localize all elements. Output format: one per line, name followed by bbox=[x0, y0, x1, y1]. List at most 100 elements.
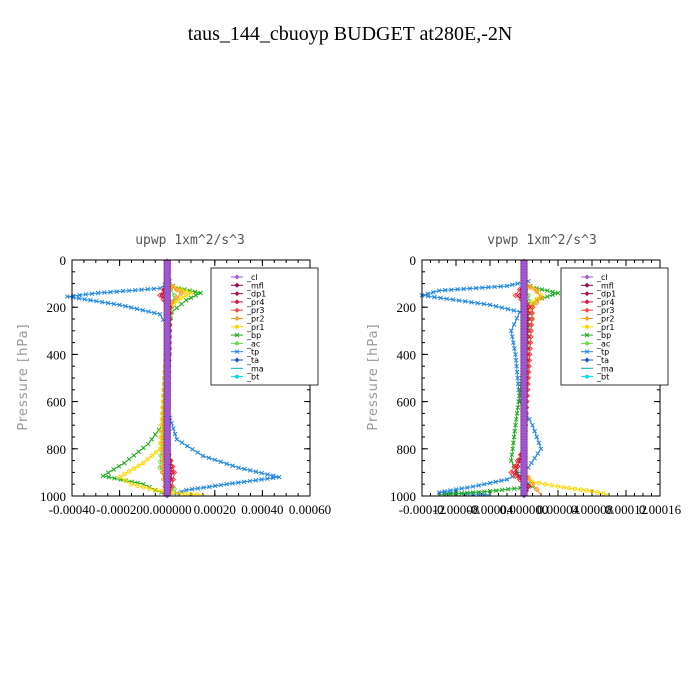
vpwp-point-pr1 bbox=[536, 480, 542, 486]
figure-title: taus_144_cbuoyp BUDGET at280E,-2N bbox=[188, 23, 513, 45]
vpwp-legend-label: _bp bbox=[596, 331, 611, 340]
upwp-point-tp bbox=[82, 296, 88, 302]
vpwp-point-pr1 bbox=[567, 485, 572, 491]
vpwp-point-bp bbox=[515, 405, 521, 410]
upwp-point-tp bbox=[259, 477, 264, 482]
vpwp-point-tp bbox=[425, 293, 431, 299]
upwp-point-tp bbox=[76, 296, 82, 301]
upwp-point-bp bbox=[122, 460, 127, 466]
upwp-legend: _cl_mfl_dp1_pr4_pr3_pr2_pr1_bp_ac_tp_ta_… bbox=[210, 267, 319, 386]
vpwp-legend-marker bbox=[584, 274, 590, 280]
vpwp-point-tp bbox=[499, 305, 505, 311]
vpwp-point-bp bbox=[447, 491, 453, 497]
vpwp-point-tp bbox=[514, 315, 520, 321]
vpwp-point-tp bbox=[453, 487, 459, 492]
upwp-x-tick-label: 0.00060 bbox=[289, 502, 331, 517]
vpwp-point-bp bbox=[516, 399, 522, 404]
vpwp-x-tick-label: -0.00004 bbox=[467, 502, 514, 517]
upwp-x-tick-label: 0.00020 bbox=[194, 502, 236, 517]
upwp-legend-marker bbox=[235, 341, 239, 346]
upwp-point-pr1 bbox=[188, 290, 194, 296]
vpwp-legend-label: _cl bbox=[596, 273, 608, 282]
upwp-point-bp bbox=[193, 293, 199, 298]
vpwp-point-tp bbox=[535, 451, 541, 456]
upwp-point-pr2 bbox=[178, 290, 185, 296]
upwp-y-tick-label: 0 bbox=[60, 253, 67, 268]
upwp-legend-label: _mfl bbox=[246, 281, 264, 290]
upwp-legend-marker bbox=[234, 307, 240, 313]
vpwp-point-bp bbox=[514, 411, 520, 416]
upwp-point-bp bbox=[136, 449, 141, 454]
vpwp-point-tp bbox=[436, 490, 442, 495]
vpwp-point-bp bbox=[509, 452, 515, 458]
vpwp-point-tp bbox=[504, 477, 510, 482]
upwp-point-tp bbox=[64, 294, 70, 299]
vpwp-point-bp bbox=[510, 446, 516, 452]
vpwp-point-bp bbox=[505, 486, 511, 492]
upwp-point-pr1 bbox=[183, 293, 189, 298]
vpwp-point-bp bbox=[464, 490, 470, 496]
vpwp-point-tp bbox=[450, 297, 456, 303]
upwp-panel-title: upwp 1xm^2/s^3 bbox=[135, 233, 245, 248]
upwp-point-tp bbox=[146, 309, 151, 314]
upwp-point-tp bbox=[140, 307, 146, 313]
upwp-point-tp bbox=[114, 289, 120, 294]
vpwp-legend-label: _ma bbox=[596, 364, 614, 373]
vpwp-legend-marker bbox=[585, 341, 589, 346]
upwp-point-tp bbox=[212, 483, 218, 489]
vpwp-point-tp bbox=[455, 287, 460, 292]
upwp-point-pr1 bbox=[145, 457, 150, 462]
vpwp-panel: vpwp 1xm^2/s^3 Pressure [hPa] 0 200 400 600… bbox=[366, 233, 682, 517]
vpwp-point-tp bbox=[444, 296, 450, 302]
upwp-point-pr1 bbox=[129, 481, 134, 487]
vpwp-legend-marker bbox=[584, 307, 590, 313]
upwp-point-tp bbox=[224, 481, 230, 487]
upwp-point-pr1 bbox=[158, 488, 164, 494]
upwp-point-tp bbox=[120, 288, 126, 294]
vpwp-point-tp bbox=[473, 285, 479, 291]
vpwp-legend-label: _pr3 bbox=[596, 306, 614, 315]
vpwp-x-tick-label: 0.00008 bbox=[571, 502, 613, 517]
upwp-legend-label: _tp bbox=[246, 348, 259, 357]
vpwp-point-tp bbox=[475, 300, 480, 306]
vpwp-point-pr1 bbox=[584, 488, 589, 493]
upwp-legend-marker bbox=[234, 274, 240, 280]
upwp-legend-label: _bt bbox=[246, 373, 259, 382]
upwp-point-tp bbox=[200, 453, 206, 459]
upwp-point-tp bbox=[184, 443, 190, 449]
vpwp-point-tp bbox=[467, 286, 473, 291]
vpwp-point-tp bbox=[481, 301, 487, 307]
vpwp-point-tp bbox=[462, 299, 468, 304]
upwp-x-tick-label: -0.00040 bbox=[49, 502, 96, 517]
vpwp-point-tp bbox=[487, 480, 493, 486]
upwp-point-tp bbox=[134, 306, 140, 312]
upwp-legend-label: _ta bbox=[246, 356, 259, 365]
vpwp-legend-marker bbox=[585, 374, 589, 379]
vpwp-point-bp bbox=[476, 489, 482, 495]
vpwp-point-pr1 bbox=[549, 483, 554, 488]
vpwp-x-tick-label: 0.00012 bbox=[605, 502, 647, 517]
vpwp-point-tp bbox=[534, 434, 540, 440]
upwp-point-tp bbox=[139, 287, 144, 293]
vpwp-point-bp bbox=[493, 488, 499, 493]
vpwp-point-tp bbox=[430, 289, 436, 295]
upwp-point-tp bbox=[218, 482, 224, 488]
upwp-legend-box bbox=[210, 267, 319, 386]
upwp-point-tp bbox=[259, 470, 265, 476]
upwp-legend-marker bbox=[234, 316, 240, 321]
vpwp-point-tp bbox=[509, 334, 515, 340]
upwp-point-tp bbox=[265, 472, 270, 477]
upwp-point-pr2 bbox=[173, 286, 180, 293]
vpwp-point-bp bbox=[508, 458, 514, 463]
upwp-point-tp bbox=[265, 476, 270, 482]
upwp-legend-label: _cl bbox=[246, 273, 258, 282]
upwp-y-tick-label: 800 bbox=[47, 442, 67, 457]
vpwp-point-bp bbox=[550, 292, 556, 298]
upwp-point-pr1 bbox=[153, 450, 159, 455]
upwp-point-tp bbox=[123, 303, 128, 309]
vpwp-point-tp bbox=[532, 455, 537, 461]
vpwp-point-tp bbox=[513, 352, 518, 357]
upwp-legend-label: _pr2 bbox=[246, 315, 264, 324]
upwp-point-tp bbox=[236, 465, 241, 471]
vpwp-point-tp bbox=[504, 283, 510, 289]
